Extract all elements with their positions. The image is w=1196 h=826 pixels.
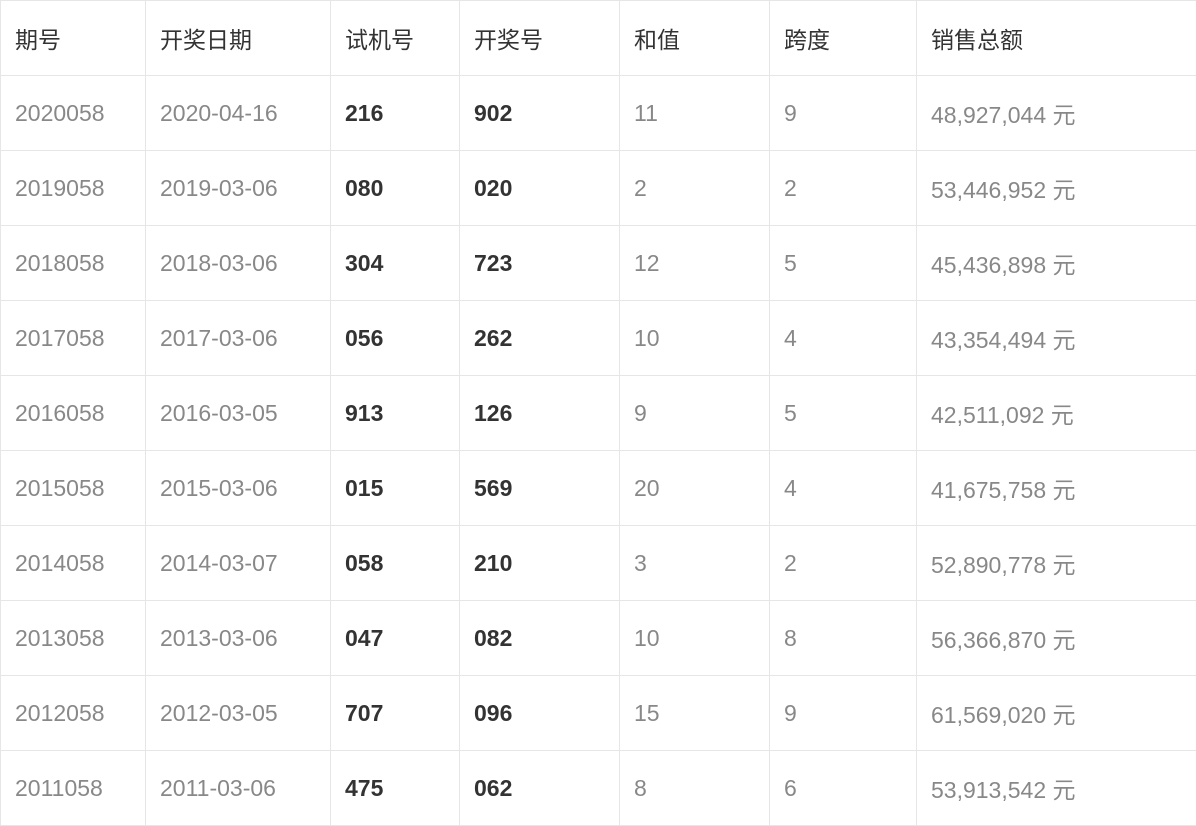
table-cell: 10: [620, 301, 770, 376]
table-cell: 5: [770, 376, 917, 451]
table-cell: 707: [331, 676, 460, 751]
table-cell: 2013058: [1, 601, 146, 676]
table-cell: 41,675,758 元: [917, 451, 1196, 526]
table-cell: 2019058: [1, 151, 146, 226]
table-cell: 43,354,494 元: [917, 301, 1196, 376]
table-cell: 569: [460, 451, 620, 526]
table-cell: 082: [460, 601, 620, 676]
table-row: 20110582011-03-064750628653,913,542 元: [1, 751, 1196, 826]
table-cell: 2: [770, 526, 917, 601]
table-row: 20170582017-03-0605626210443,354,494 元: [1, 301, 1196, 376]
table-cell: 2014058: [1, 526, 146, 601]
table-cell: 2015058: [1, 451, 146, 526]
table-header-row: 期号 开奖日期 试机号 开奖号 和值 跨度 销售总额: [1, 1, 1196, 76]
table-cell: 4: [770, 451, 917, 526]
col-header-sales: 销售总额: [917, 1, 1196, 76]
table-cell: 080: [331, 151, 460, 226]
table-row: 20120582012-03-0570709615961,569,020 元: [1, 676, 1196, 751]
table-cell: 42,511,092 元: [917, 376, 1196, 451]
col-header-issue: 期号: [1, 1, 146, 76]
table-body: 20200582020-04-1621690211948,927,044 元20…: [1, 76, 1196, 826]
table-cell: 475: [331, 751, 460, 826]
table-cell: 216: [331, 76, 460, 151]
table-row: 20160582016-03-059131269542,511,092 元: [1, 376, 1196, 451]
table-cell: 096: [460, 676, 620, 751]
table-cell: 2: [770, 151, 917, 226]
col-header-date: 开奖日期: [146, 1, 331, 76]
table-cell: 913: [331, 376, 460, 451]
table-cell: 2018-03-06: [146, 226, 331, 301]
table-cell: 2012058: [1, 676, 146, 751]
table-cell: 12: [620, 226, 770, 301]
table-row: 20140582014-03-070582103252,890,778 元: [1, 526, 1196, 601]
table-cell: 056: [331, 301, 460, 376]
table-cell: 126: [460, 376, 620, 451]
table-cell: 2017-03-06: [146, 301, 331, 376]
table-cell: 2016-03-05: [146, 376, 331, 451]
table-cell: 9: [770, 676, 917, 751]
table-row: 20190582019-03-060800202253,446,952 元: [1, 151, 1196, 226]
table-cell: 53,446,952 元: [917, 151, 1196, 226]
table-cell: 2011-03-06: [146, 751, 331, 826]
table-cell: 2020058: [1, 76, 146, 151]
table-cell: 9: [770, 76, 917, 151]
table-cell: 304: [331, 226, 460, 301]
table-cell: 15: [620, 676, 770, 751]
table-cell: 210: [460, 526, 620, 601]
table-cell: 2019-03-06: [146, 151, 331, 226]
table-cell: 2016058: [1, 376, 146, 451]
table-cell: 3: [620, 526, 770, 601]
table-cell: 2018058: [1, 226, 146, 301]
table-row: 20130582013-03-0604708210856,366,870 元: [1, 601, 1196, 676]
lottery-history-table: 期号 开奖日期 试机号 开奖号 和值 跨度 销售总额 20200582020-0…: [0, 0, 1196, 826]
table-cell: 8: [620, 751, 770, 826]
col-header-span: 跨度: [770, 1, 917, 76]
table-cell: 2017058: [1, 301, 146, 376]
table-cell: 53,913,542 元: [917, 751, 1196, 826]
table-cell: 52,890,778 元: [917, 526, 1196, 601]
table-cell: 56,366,870 元: [917, 601, 1196, 676]
table-cell: 902: [460, 76, 620, 151]
table-cell: 4: [770, 301, 917, 376]
table-cell: 9: [620, 376, 770, 451]
table-cell: 047: [331, 601, 460, 676]
table-cell: 48,927,044 元: [917, 76, 1196, 151]
table-cell: 723: [460, 226, 620, 301]
table-row: 20150582015-03-0601556920441,675,758 元: [1, 451, 1196, 526]
table-cell: 20: [620, 451, 770, 526]
table-cell: 262: [460, 301, 620, 376]
table-cell: 2: [620, 151, 770, 226]
table-cell: 61,569,020 元: [917, 676, 1196, 751]
table-cell: 2013-03-06: [146, 601, 331, 676]
table-cell: 2011058: [1, 751, 146, 826]
col-header-sum: 和值: [620, 1, 770, 76]
table-cell: 5: [770, 226, 917, 301]
table-cell: 2020-04-16: [146, 76, 331, 151]
table-cell: 058: [331, 526, 460, 601]
table-cell: 8: [770, 601, 917, 676]
table-cell: 11: [620, 76, 770, 151]
col-header-test-number: 试机号: [331, 1, 460, 76]
table-cell: 2015-03-06: [146, 451, 331, 526]
table-row: 20180582018-03-0630472312545,436,898 元: [1, 226, 1196, 301]
col-header-draw-number: 开奖号: [460, 1, 620, 76]
table-cell: 10: [620, 601, 770, 676]
table-cell: 020: [460, 151, 620, 226]
table-cell: 062: [460, 751, 620, 826]
table-row: 20200582020-04-1621690211948,927,044 元: [1, 76, 1196, 151]
table-cell: 2014-03-07: [146, 526, 331, 601]
table-cell: 45,436,898 元: [917, 226, 1196, 301]
table-cell: 015: [331, 451, 460, 526]
table-cell: 6: [770, 751, 917, 826]
table-cell: 2012-03-05: [146, 676, 331, 751]
